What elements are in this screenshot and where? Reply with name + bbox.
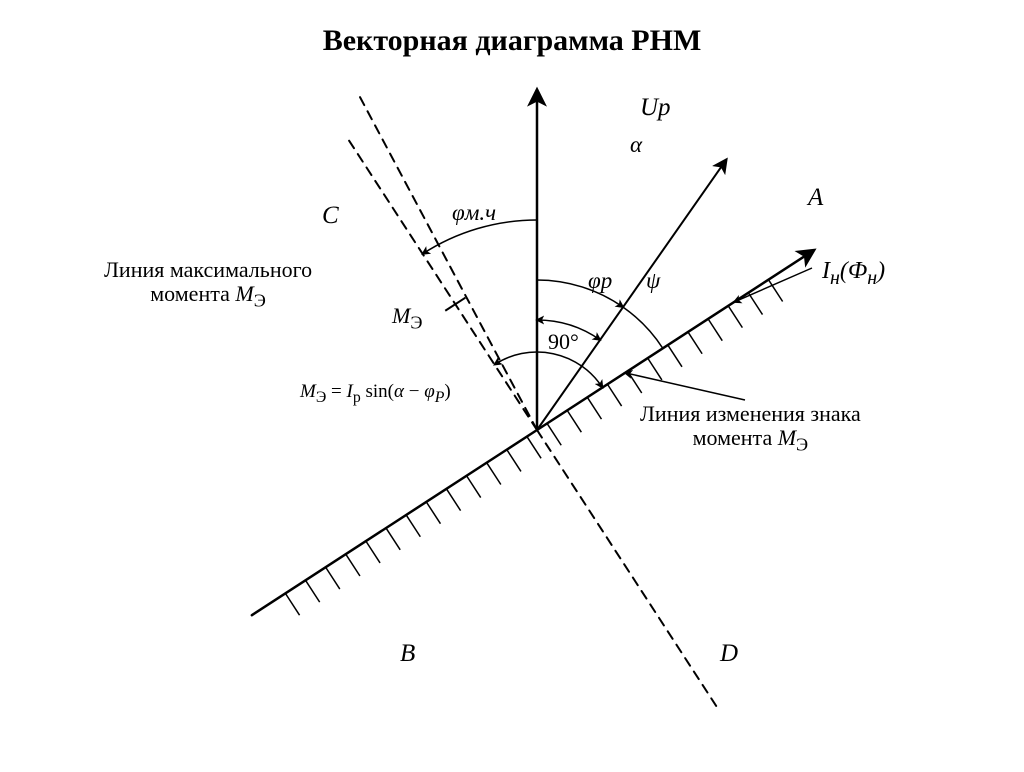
callout-sign_change bbox=[625, 373, 745, 400]
label-psi: ψ bbox=[646, 268, 660, 293]
label-B: B bbox=[400, 640, 415, 668]
label-sign-change: Линия изменения знакамомента MЭ bbox=[640, 402, 861, 455]
label-Up: Uр bbox=[640, 94, 671, 122]
label-alpha: α bbox=[630, 132, 642, 157]
me-tick bbox=[445, 298, 465, 311]
label-90: 90° bbox=[548, 330, 579, 354]
ray-B bbox=[252, 430, 537, 615]
label-phi-p: φр bbox=[588, 268, 612, 293]
arc-psi bbox=[623, 307, 663, 348]
label-phi-mch: φм.ч bbox=[452, 200, 496, 225]
label-A: A bbox=[808, 184, 823, 212]
callout-In_Phi bbox=[734, 268, 812, 302]
diagram-stage: Uр α A C B Dφм.ч φр ψ 90° MЭ Iн(Фн) Линия максималь… bbox=[0, 0, 1024, 767]
ray-big_dash bbox=[359, 94, 537, 430]
label-formula: MЭ = Iр sin(α − φP) bbox=[300, 382, 451, 406]
label-Me: MЭ bbox=[392, 304, 422, 333]
label-In-PhiH: Iн(Фн) bbox=[822, 258, 885, 289]
label-max-moment: Линия максимальногомомента MЭ bbox=[104, 258, 312, 311]
ray-D bbox=[537, 430, 717, 707]
vector-diagram-svg bbox=[0, 0, 1024, 767]
label-D: D bbox=[720, 640, 738, 668]
label-C: C bbox=[322, 202, 339, 230]
